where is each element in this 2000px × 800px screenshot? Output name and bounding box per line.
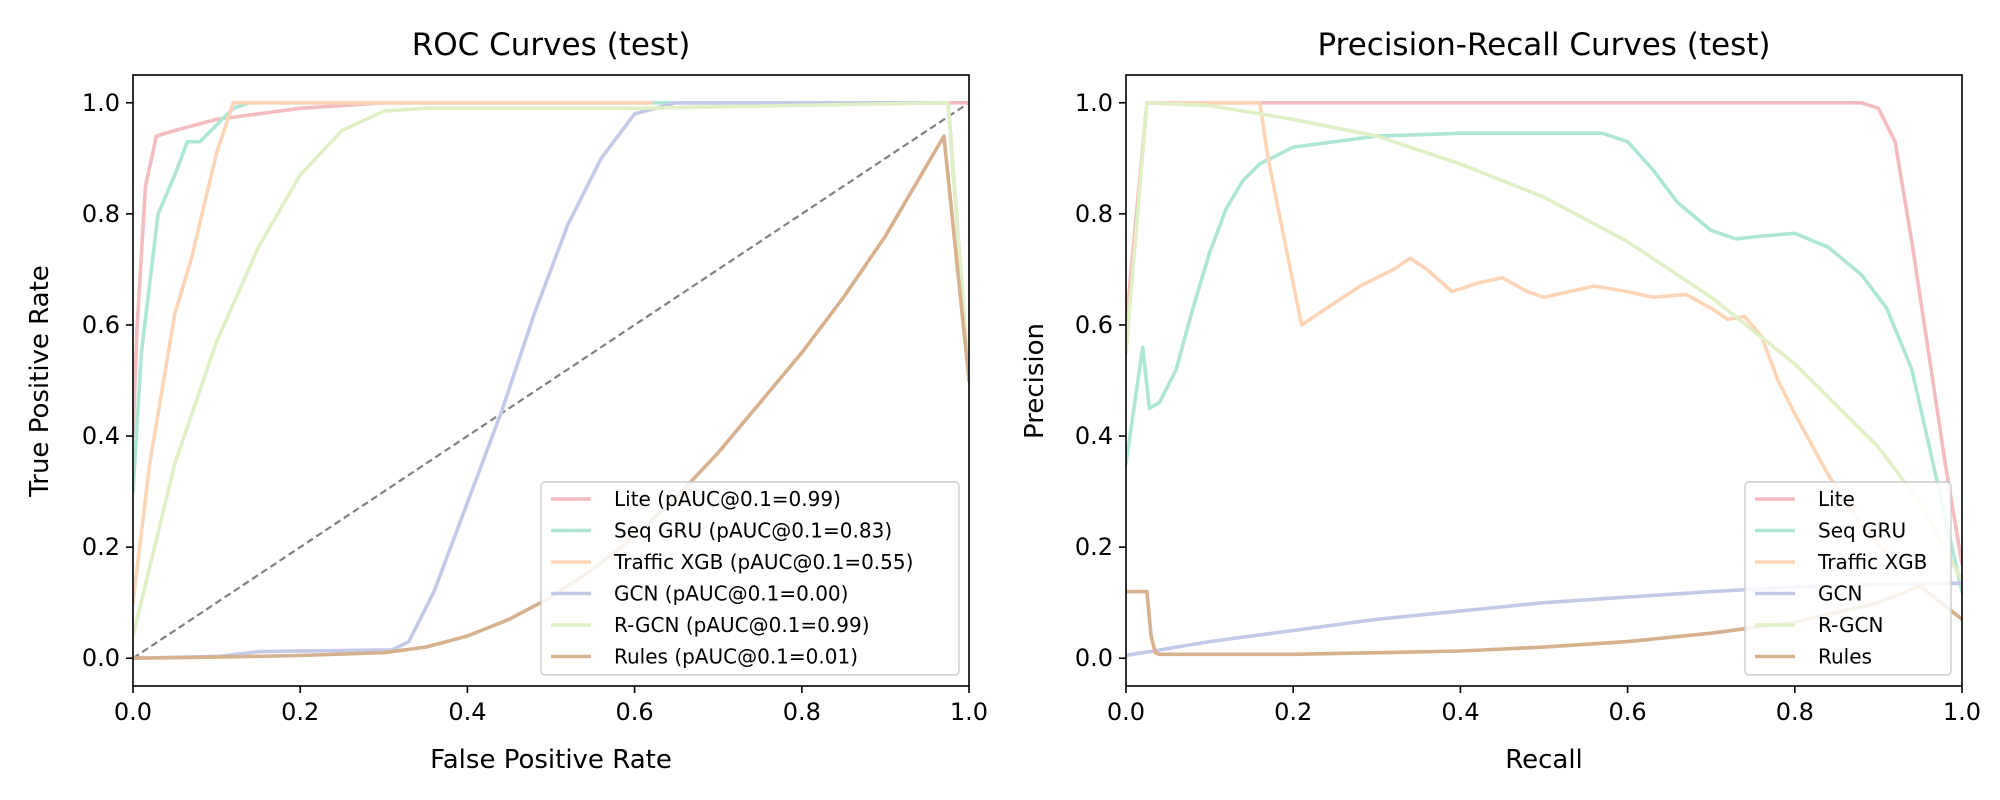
- roc-legend-label-4: R-GCN (pAUC@0.1=0.99): [614, 613, 870, 637]
- roc-xtick-label: 0.6: [616, 698, 654, 726]
- pr-plot-area: [1126, 101, 1962, 658]
- roc-series-line-2: [133, 101, 654, 605]
- pr-ytick-label: 0.0: [1075, 644, 1113, 672]
- roc-series-line-4: [133, 101, 969, 638]
- pr-xtick-label: 1.0: [1943, 698, 1981, 726]
- pr-legend: Lite Seq GRU Traffic XGB GCN R-GCN Rules: [1744, 481, 1952, 676]
- pr-legend-label-1: Seq GRU: [1818, 519, 1906, 543]
- pr-ytick-label: 0.8: [1075, 200, 1113, 228]
- pr-title: Precision-Recall Curves (test): [1317, 27, 1770, 63]
- pr-panel: Precision-Recall Curves (test) Recall Pr…: [1020, 27, 1981, 775]
- roc-legend: Lite (pAUC@0.1=0.99) Seq GRU (pAUC@0.1=0.…: [540, 481, 960, 676]
- roc-xtick-label: 1.0: [950, 698, 988, 726]
- roc-ytick-label: 0.8: [82, 200, 120, 228]
- pr-ytick-label: 0.4: [1075, 422, 1113, 450]
- roc-ytick-label: 0.2: [82, 533, 120, 561]
- roc-legend-box: [540, 481, 960, 676]
- pr-xtick-label: 0.6: [1609, 698, 1647, 726]
- roc-legend-label-0: Lite (pAUC@0.1=0.99): [614, 487, 841, 511]
- roc-ylabel: True Positive Rate: [25, 265, 55, 498]
- pr-legend-label-3: GCN: [1818, 582, 1862, 606]
- pr-legend-label-4: R-GCN: [1818, 613, 1883, 637]
- roc-plot-area: [133, 101, 969, 661]
- roc-title: ROC Curves (test): [412, 27, 691, 63]
- roc-series-line-3: [133, 101, 969, 661]
- pr-ytick-label: 0.6: [1075, 311, 1113, 339]
- roc-legend-label-2: Traffic XGB (pAUC@0.1=0.55): [613, 550, 913, 574]
- pr-ticks: 0.0 0.2 0.4 0.6 0.8 1.0 0.0 0.2 0.4 0.6 0.8 1.0: [1075, 89, 1981, 726]
- pr-legend-box: [1744, 481, 1952, 676]
- roc-ytick-label: 0.4: [82, 422, 120, 450]
- roc-ticks: 0.0 0.2 0.4 0.6 0.8 1.0 0.0 0.2 0.4 0.6 0.8 1.0: [82, 89, 988, 726]
- pr-legend-label-2: Traffic XGB: [1817, 550, 1927, 574]
- pr-legend-label-0: Lite: [1818, 487, 1855, 511]
- pr-ylabel: Precision: [1020, 323, 1050, 439]
- roc-chance-line: [133, 101, 969, 660]
- pr-axes-frame: [1125, 74, 1963, 687]
- roc-legend-label-5: Rules (pAUC@0.1=0.01): [614, 645, 858, 669]
- roc-panel: ROC Curves (test) False Positive Rate Tr…: [25, 27, 988, 775]
- roc-ytick-label: 0.0: [82, 644, 120, 672]
- roc-ytick-label: 0.6: [82, 311, 120, 339]
- pr-series-line-0: [1126, 101, 1962, 566]
- roc-xtick-label: 0.8: [783, 698, 821, 726]
- roc-xtick-label: 0.0: [114, 698, 152, 726]
- roc-legend-label-3: GCN (pAUC@0.1=0.00): [614, 582, 848, 606]
- roc-legend-label-1: Seq GRU (pAUC@0.1=0.83): [614, 519, 892, 543]
- pr-ytick-label: 0.2: [1075, 533, 1113, 561]
- pr-ytick-label: 1.0: [1075, 89, 1113, 117]
- pr-xtick-label: 0.8: [1776, 698, 1814, 726]
- roc-xtick-label: 0.2: [281, 698, 319, 726]
- roc-xtick-label: 0.4: [448, 698, 486, 726]
- roc-xlabel: False Positive Rate: [430, 745, 672, 775]
- pr-series-line-4: [1126, 101, 1962, 583]
- roc-ytick-label: 1.0: [82, 89, 120, 117]
- pr-xtick-label: 0.4: [1441, 698, 1479, 726]
- pr-series-line-2: [1145, 101, 1897, 566]
- pr-xlabel: Recall: [1505, 745, 1583, 775]
- pr-legend-label-5: Rules: [1818, 645, 1872, 669]
- pr-xtick-label: 0.0: [1107, 698, 1145, 726]
- roc-axes-frame: [132, 74, 970, 687]
- pr-series-line-1: [1126, 131, 1962, 594]
- pr-xtick-label: 0.2: [1274, 698, 1312, 726]
